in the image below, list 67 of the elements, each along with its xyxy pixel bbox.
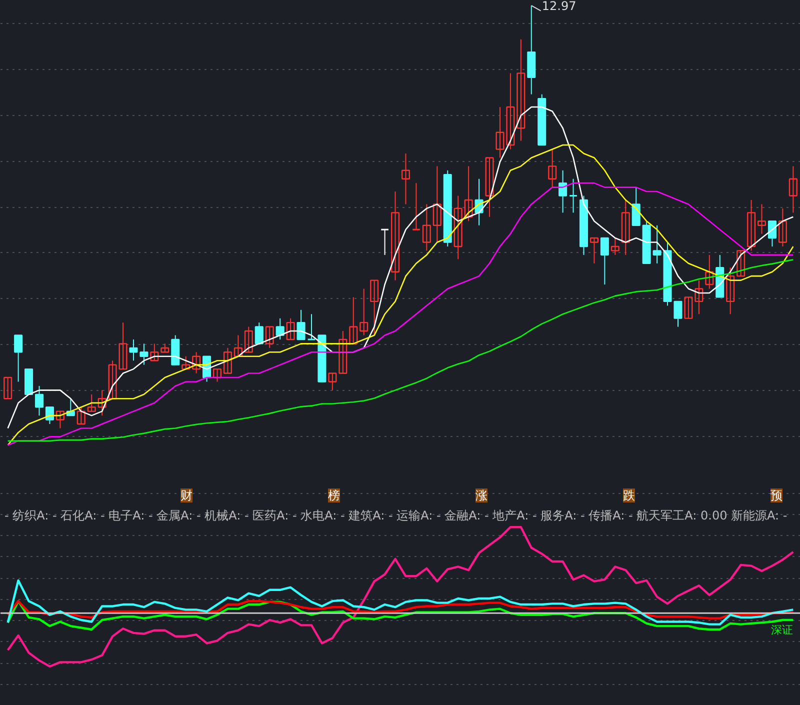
candlestick (652, 224, 662, 264)
candlestick (684, 296, 693, 319)
candlestick (370, 280, 379, 336)
candlestick (98, 390, 106, 416)
candlestick (516, 38, 526, 142)
candlestick (496, 106, 504, 158)
candlestick (244, 326, 253, 353)
candlestick (757, 204, 766, 234)
candlestick (412, 182, 421, 230)
candlestick (76, 406, 86, 425)
text: 涨 (476, 488, 488, 502)
candlestick (14, 334, 23, 382)
candlestick (328, 372, 337, 391)
candlestick (432, 166, 442, 243)
candlestick (150, 343, 159, 362)
candlestick (485, 157, 494, 218)
text: 财 (180, 488, 192, 502)
candlestick (422, 204, 431, 252)
candlestick (621, 199, 630, 256)
text: - 纺织A: - 石化A: - 电子A: - 金属A: - 机械A: - 医药A: - 水电A: - 建筑A: - 运输A: - 金融A: - 地产A: - 服务A: - 传播A: - 航天军工A: 0.00 新能源A: - (4, 508, 788, 522)
text: 跌 (623, 488, 635, 502)
candlestick (223, 347, 232, 374)
candlestick (568, 178, 578, 214)
candlestick (254, 322, 264, 344)
candlestick (548, 148, 557, 188)
candlestick (558, 170, 568, 214)
candlestick (454, 195, 462, 260)
candlestick (736, 250, 746, 277)
candlestick (360, 288, 368, 336)
candlestick (610, 238, 620, 256)
text: 榜 (328, 488, 340, 502)
candlestick (338, 330, 348, 374)
candlestick (694, 280, 704, 315)
candlestick (726, 267, 735, 315)
candlestick (506, 72, 515, 150)
candlestick (391, 191, 400, 281)
candlestick (192, 352, 201, 374)
candlestick (140, 343, 148, 366)
candlestick (212, 368, 222, 382)
candlestick (674, 300, 682, 328)
candlestick (45, 406, 54, 424)
candlestick (182, 356, 190, 370)
candlestick (464, 166, 473, 222)
candlestick (296, 309, 306, 340)
candlestick (276, 318, 284, 340)
candlestick (265, 326, 274, 348)
candlestick (632, 186, 640, 226)
candlestick (778, 208, 787, 247)
candlestick (56, 410, 64, 429)
series-label: 深证 (771, 624, 794, 637)
annotation: 12.97 (542, 0, 576, 14)
candlestick (349, 296, 358, 344)
candlestick (380, 228, 390, 256)
candlestick (87, 394, 96, 412)
text: 预 (770, 488, 782, 502)
candlestick (600, 237, 609, 286)
candlestick (286, 318, 295, 340)
candlestick (234, 334, 242, 357)
candlestick (129, 338, 138, 362)
candlestick (401, 152, 410, 205)
candlestick (4, 376, 12, 400)
candlestick (705, 254, 714, 290)
candlestick (34, 385, 44, 416)
candlestick (788, 166, 798, 214)
candlestick (747, 199, 756, 252)
candlestick (307, 314, 316, 340)
candlestick (590, 237, 598, 264)
